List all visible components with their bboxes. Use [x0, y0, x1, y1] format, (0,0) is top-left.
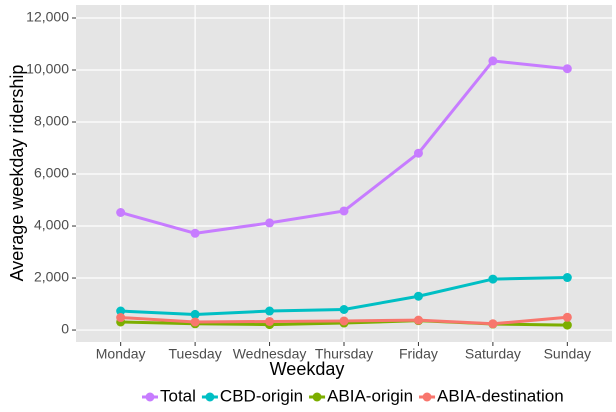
- point: [265, 316, 275, 326]
- point: [339, 316, 349, 326]
- point: [190, 309, 200, 319]
- point: [339, 206, 349, 216]
- legend-label: ABIA-origin: [327, 386, 413, 405]
- y-tick-label: 2,000: [34, 269, 69, 285]
- legend-key: [205, 392, 215, 402]
- point: [413, 148, 423, 158]
- y-tick-label: 0: [61, 321, 69, 337]
- point: [116, 306, 126, 316]
- y-tick-label: 4,000: [34, 217, 69, 233]
- legend-key: [312, 392, 322, 402]
- point: [488, 319, 498, 329]
- y-tick-label: 8,000: [34, 113, 69, 129]
- point: [339, 304, 349, 314]
- y-tick-label: 6,000: [34, 165, 69, 181]
- point: [265, 218, 275, 228]
- legend-label: ABIA-destination: [437, 386, 564, 405]
- y-tick-label: 10,000: [26, 61, 69, 77]
- y-tick-label: 12,000: [26, 9, 69, 25]
- x-tick-label: Saturday: [465, 346, 521, 362]
- point: [562, 64, 572, 74]
- point: [562, 273, 572, 283]
- point: [265, 306, 275, 316]
- point: [488, 56, 498, 66]
- point: [413, 315, 423, 325]
- point: [562, 312, 572, 322]
- point: [562, 320, 572, 330]
- x-tick-label: Thursday: [315, 346, 373, 362]
- legend-key: [145, 392, 155, 402]
- point: [116, 313, 126, 323]
- y-axis-title: Average weekday ridership: [7, 65, 27, 282]
- x-tick-label: Wednesday: [233, 346, 307, 362]
- point: [190, 228, 200, 238]
- x-tick-label: Sunday: [544, 346, 591, 362]
- x-tick-label: Friday: [399, 346, 438, 362]
- point: [488, 274, 498, 284]
- x-axis-title: Weekday: [270, 359, 345, 379]
- legend-label: CBD-origin: [220, 386, 303, 405]
- legend-key: [422, 392, 432, 402]
- point: [190, 317, 200, 327]
- legend-label: Total: [160, 386, 196, 405]
- point: [116, 208, 126, 218]
- point: [413, 291, 423, 301]
- x-tick-label: Tuesday: [169, 346, 222, 362]
- x-tick-label: Monday: [96, 346, 146, 362]
